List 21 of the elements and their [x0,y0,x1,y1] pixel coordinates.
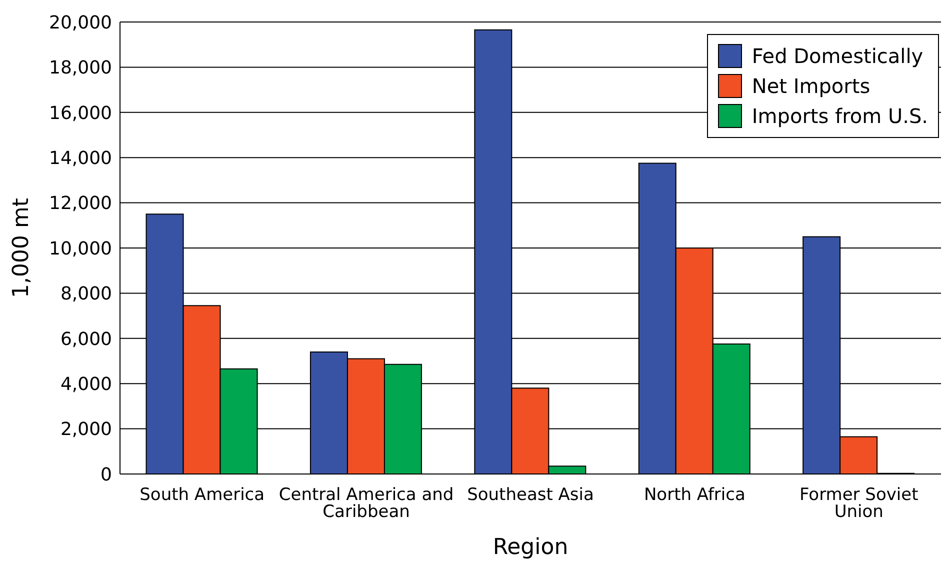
y-tick-label: 18,000 [49,58,112,79]
legend-label: Fed Domestically [752,43,924,70]
x-tick-label: North Africa [644,485,746,506]
y-tick-label: 4,000 [60,374,112,395]
x-tick-label: Southeast Asia [467,485,594,506]
y-tick-label: 14,000 [49,148,112,169]
x-axis-title: Region [492,535,568,560]
y-tick-label: 0 [100,464,112,486]
y-tick-label: 16,000 [49,102,112,124]
y-tick-label: 2,000 [60,419,112,440]
legend-label: Net Imports [752,73,870,100]
x-tick-label: South America [140,485,265,506]
y-tick-label: 8,000 [60,284,112,305]
y-tick-label: 20,000 [49,12,112,34]
y-axis-title: 1,000 mt [8,198,34,298]
y-tick-label: 10,000 [49,238,112,260]
y-tick-label: 6,000 [60,328,112,350]
y-tick-label: 12,000 [49,193,112,214]
legend-label: Imports from U.S. [752,103,928,130]
x-tick-label: Former Soviet Union [800,485,919,522]
x-tick-label: Central America and Caribbean [278,485,454,522]
